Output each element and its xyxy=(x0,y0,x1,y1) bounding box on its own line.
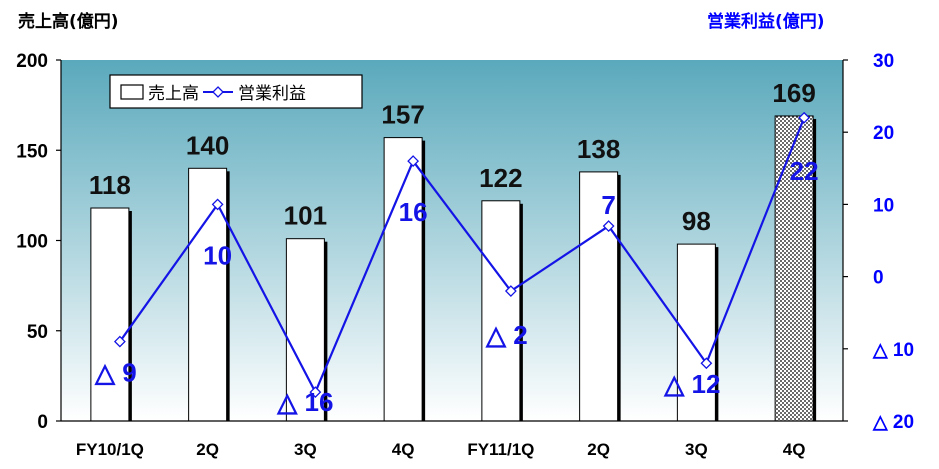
legend-bar-swatch xyxy=(120,84,144,100)
line-point-marker xyxy=(700,357,713,370)
x-tick-label: 2Q xyxy=(587,440,610,459)
line-point-marker xyxy=(113,335,126,348)
line-point-marker xyxy=(504,285,517,297)
left-tick-label: 200 xyxy=(16,51,48,72)
right-axis-title: 営業利益(億円) xyxy=(707,11,825,32)
line-value-label: △ 16 xyxy=(276,387,333,417)
bar-value-label: 98 xyxy=(682,206,711,236)
bar xyxy=(481,200,521,422)
line-value-label: △ 2 xyxy=(485,320,528,350)
legend: 売上高 営業利益 xyxy=(109,74,363,109)
right-tick-label: △ 20 xyxy=(872,412,914,433)
line-point-marker xyxy=(407,155,420,167)
x-tick-label: 4Q xyxy=(392,440,415,459)
bar-value-label: 157 xyxy=(381,100,424,130)
right-tick-label: 20 xyxy=(873,123,894,144)
line-point-marker xyxy=(798,111,811,124)
legend-diamond-marker xyxy=(212,86,224,98)
bar-value-label: 122 xyxy=(479,163,522,193)
right-tick-label: 30 xyxy=(873,51,894,72)
right-tick-label: 10 xyxy=(873,195,894,216)
line-point-marker xyxy=(309,386,322,399)
left-tick-label: 150 xyxy=(16,141,48,162)
line-value-label: 22 xyxy=(790,156,819,186)
bar xyxy=(90,207,130,422)
bar-value-label: 140 xyxy=(186,130,229,160)
left-tick-label: 50 xyxy=(27,322,48,343)
x-tick-label: 3Q xyxy=(294,440,317,459)
right-tick-label: 0 xyxy=(873,268,884,289)
bar-value-label: 101 xyxy=(284,201,327,231)
bar xyxy=(383,137,423,422)
plot-area-background xyxy=(61,60,843,421)
x-tick-label: FY10/1Q xyxy=(76,440,144,459)
x-tick-label: 4Q xyxy=(783,440,806,459)
legend-bar-label: 売上高 xyxy=(148,84,199,104)
left-tick-label: 100 xyxy=(16,232,48,253)
left-axis-title: 売上高(億円) xyxy=(18,11,119,32)
line-value-label: △ 9 xyxy=(94,358,137,388)
bar-value-label: 169 xyxy=(772,78,815,108)
x-tick-label: 3Q xyxy=(685,440,708,459)
bar-value-label: 138 xyxy=(577,134,620,164)
bar-forecast xyxy=(774,115,814,422)
line-point-marker xyxy=(211,198,224,211)
line-point-marker xyxy=(602,220,615,232)
left-tick-label: 0 xyxy=(37,412,48,433)
line-value-label: 16 xyxy=(399,197,428,227)
line-value-label: 7 xyxy=(601,190,615,220)
right-tick-label: △ 10 xyxy=(872,340,914,361)
x-tick-label: 2Q xyxy=(196,440,219,459)
bar xyxy=(579,171,619,422)
legend-line-label: 営業利益 xyxy=(238,84,306,104)
bar-value-label: 118 xyxy=(89,170,131,200)
operating-profit-line xyxy=(118,117,806,395)
line-value-label: △ 12 xyxy=(663,369,720,399)
x-tick-label: FY11/1Q xyxy=(467,440,534,459)
line-value-label: 10 xyxy=(203,240,232,270)
